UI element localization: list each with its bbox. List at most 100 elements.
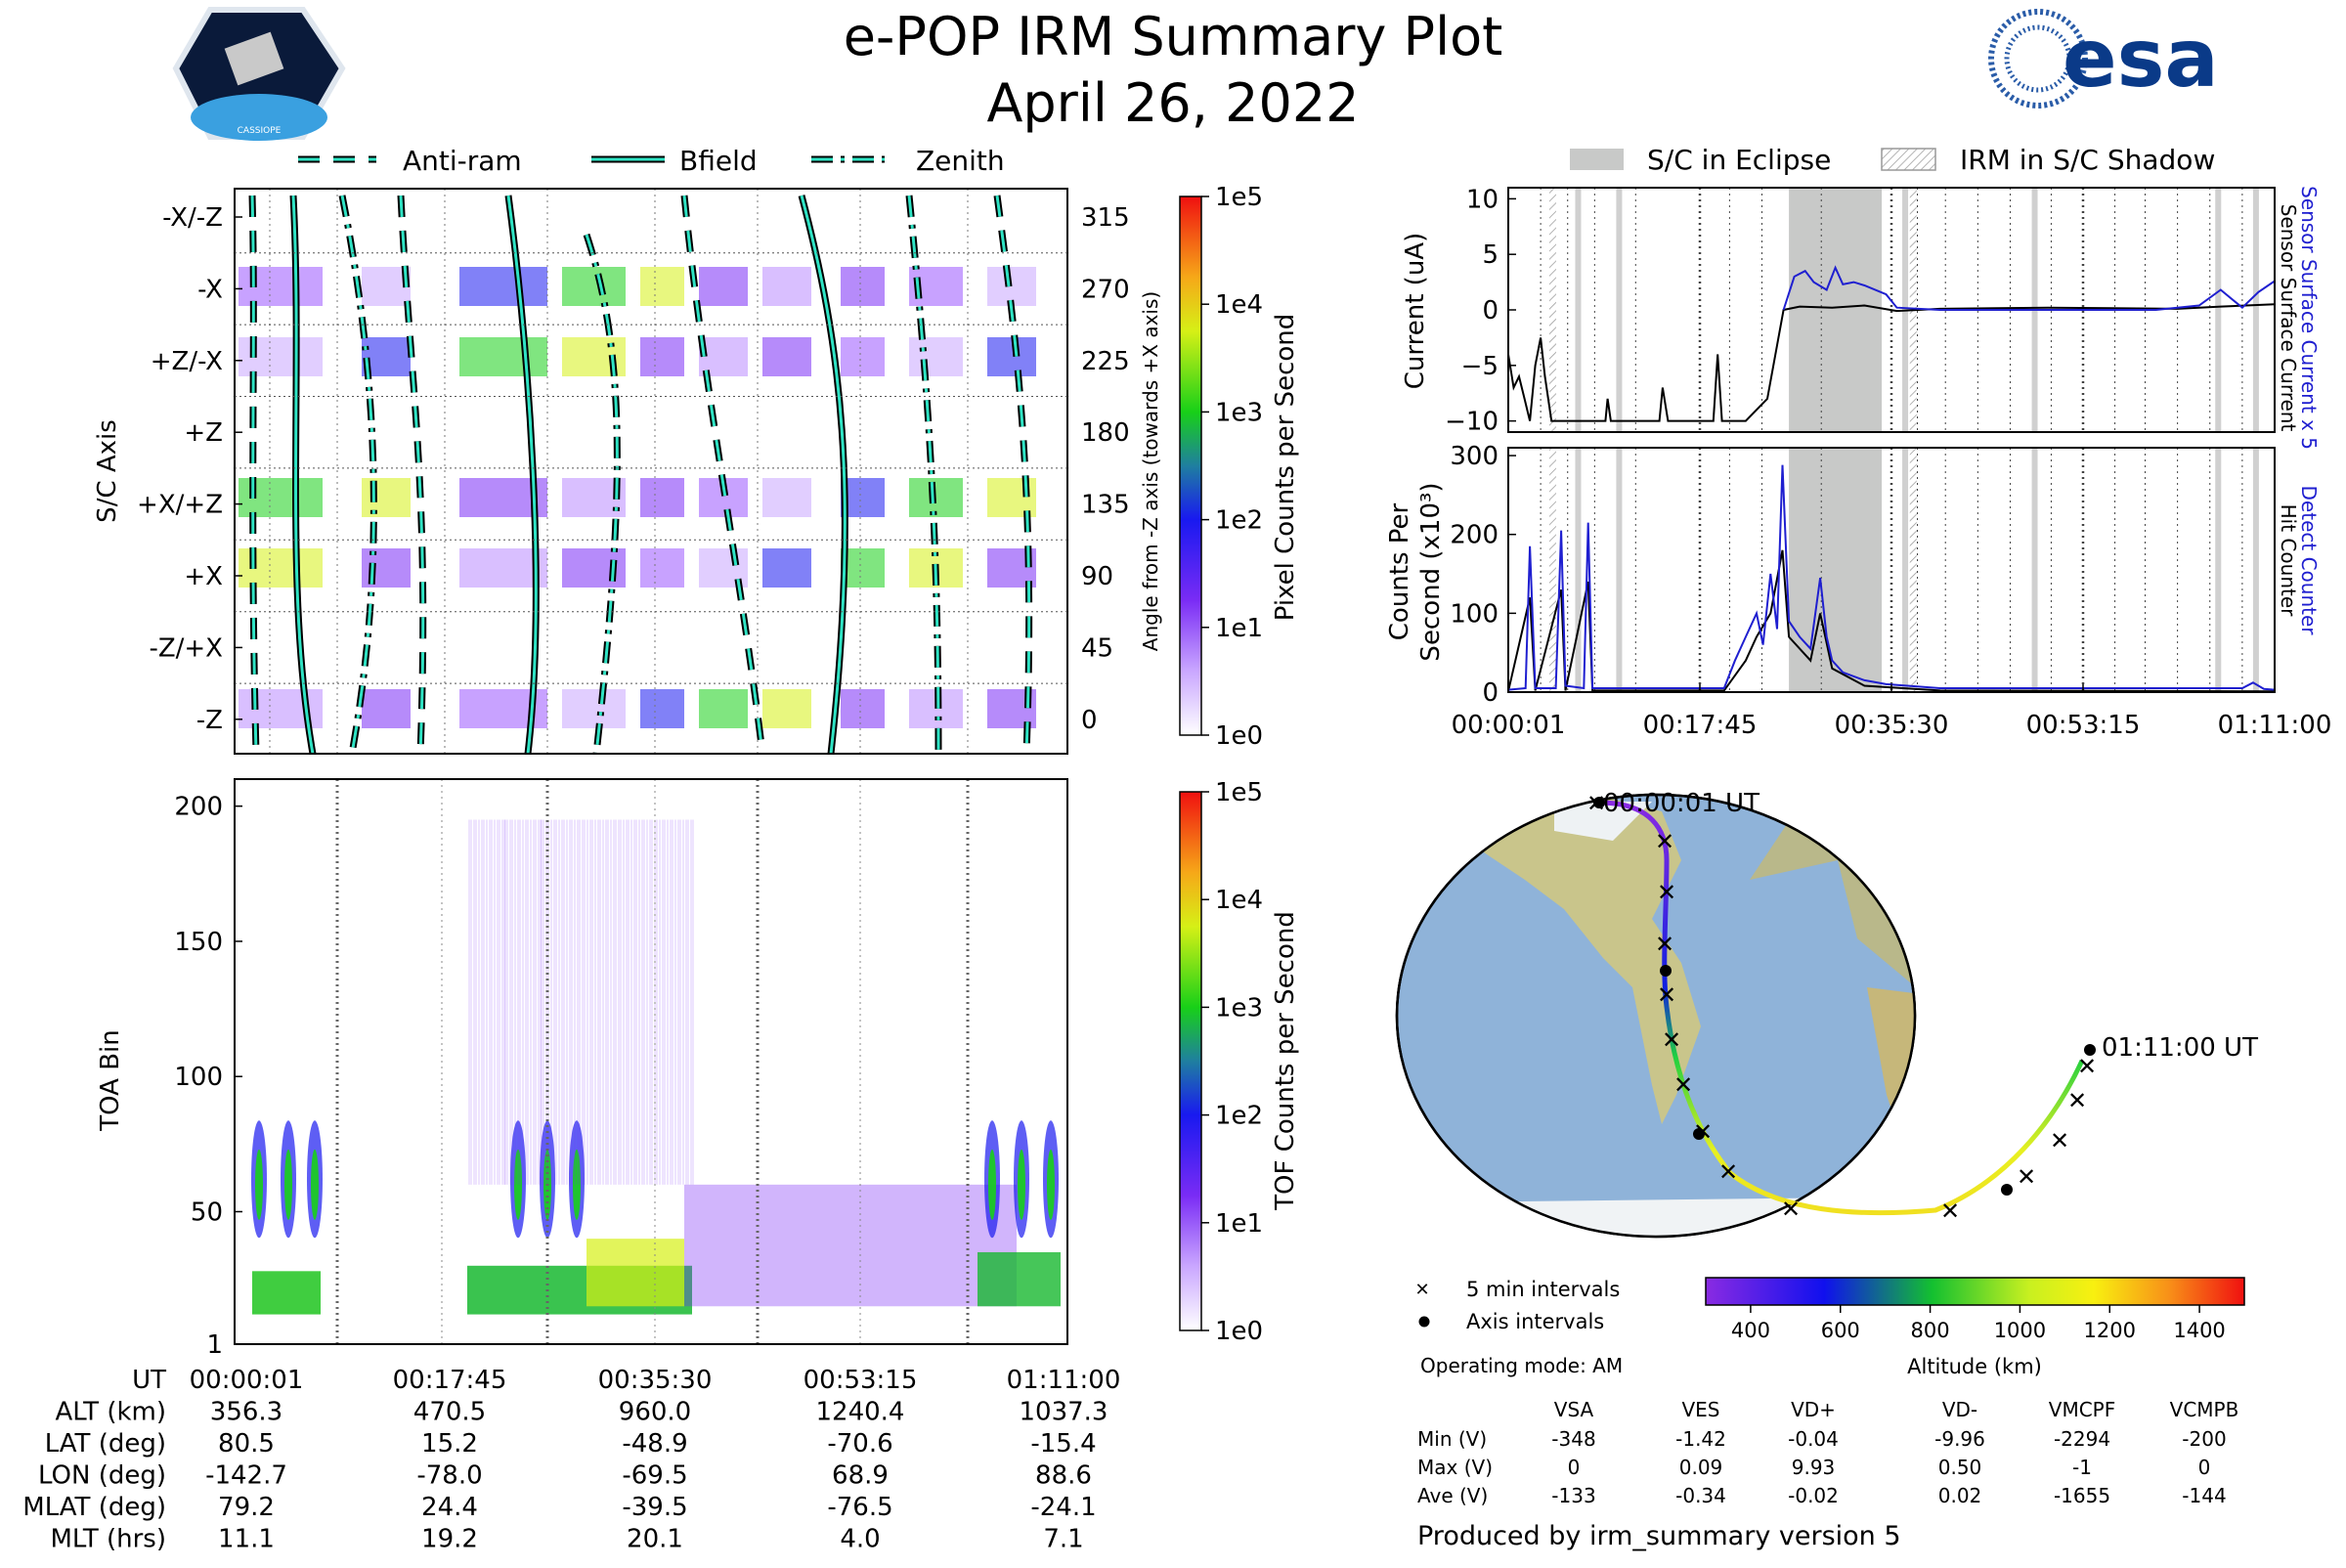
- orbit-start-label: 00:00:01 UT: [1603, 789, 1760, 818]
- ephemeris-cell: -48.9: [622, 1429, 687, 1459]
- counts-ytick-label: 100: [1450, 599, 1499, 629]
- ephemeris-cell: 11.1: [218, 1525, 275, 1554]
- angle-colorbar-label: Pixel Counts per Second: [1271, 314, 1300, 622]
- ephemeris-cell: 4.0: [840, 1525, 880, 1554]
- colorbar-tick-label: 1e4: [1215, 290, 1263, 320]
- orbit-5min-marker: ✕: [2077, 1053, 2097, 1080]
- toa-colorbar: 1e5 1e4 1e3 1e2 1e1 1e0 TOF Counts per Second: [1179, 778, 1300, 1346]
- orbit-5min-marker: ✕: [1657, 981, 1676, 1009]
- legend-5min: 5 min intervals: [1466, 1278, 1620, 1301]
- colorbar-tick-label: 1e3: [1215, 398, 1263, 427]
- toa-colorbar-ticks: 1e5 1e4 1e3 1e2 1e1 1e0: [1201, 778, 1263, 1346]
- voltage-header: VSA: [1554, 1398, 1594, 1421]
- ephemeris-cell: -24.1: [1030, 1493, 1096, 1522]
- voltage-cell: -0.02: [1788, 1484, 1839, 1507]
- counts-yticks: 300 200 100 0: [1450, 442, 1516, 708]
- ephemeris-cell: 7.1: [1043, 1525, 1083, 1554]
- orbit-axis-marker: [1660, 965, 1672, 977]
- angle-ytick-label: -X/-Z: [162, 203, 223, 233]
- dot-marker-icon: [1418, 1316, 1430, 1328]
- voltage-cell: 0: [2198, 1456, 2211, 1479]
- orbit-axis-marker: [1693, 1128, 1705, 1140]
- legend-axis: Axis intervals: [1466, 1310, 1604, 1333]
- x-marker-icon: ✕: [1414, 1280, 1429, 1300]
- ephemeris-cell: -15.4: [1030, 1429, 1096, 1459]
- voltage-row-label: Min (V): [1417, 1427, 1487, 1451]
- toa-heat-layer: [251, 819, 1061, 1315]
- angle-yticks: -X/-Z 315 -X 270 +Z/-X 225 +Z 180 +X/+Z 135 +X 90 -Z…: [137, 203, 1130, 735]
- ephemeris-cell: 00:53:15: [804, 1366, 918, 1395]
- eclipse-legend: S/C in Eclipse IRM in S/C Shadow: [1570, 144, 2215, 176]
- cassiope-label: CASSIOPE: [238, 126, 282, 136]
- angle-colorbar-ticks: 1e5 1e4 1e3 1e2 1e1 1e0: [1201, 183, 1263, 751]
- orbit-map: ✕✕✕✕✕✕✕✕✕✕✕✕✕✕✕ 00:00:01 UT 01:11:00 UT: [1395, 789, 2258, 1239]
- altitude-tick-label: 1400: [2173, 1319, 2225, 1342]
- ephemeris-cell: -39.5: [622, 1493, 687, 1522]
- current-right-label-blue: Sensor Surface Current x 5: [2297, 186, 2321, 450]
- ephemeris-cell: 1240.4: [816, 1398, 905, 1427]
- plot-date: April 26, 2022: [986, 72, 1359, 134]
- ephemeris-cell: 00:35:30: [598, 1366, 713, 1395]
- ephemeris-cell: 79.2: [218, 1493, 275, 1522]
- voltage-row-label: Ave (V): [1417, 1484, 1488, 1507]
- altitude-tick-label: 400: [1731, 1319, 1770, 1342]
- altitude-colorbar-ticks: 400 600 800 1000 1200 1400: [1731, 1305, 2226, 1342]
- angle-lines-layer: [248, 189, 1033, 755]
- voltage-cell: -1.42: [1675, 1427, 1726, 1451]
- ephemeris-cell: 19.2: [421, 1525, 478, 1554]
- voltage-header: VD-: [1942, 1398, 1977, 1421]
- orbit-track: [1595, 800, 2085, 1216]
- orbit-5min-marker: ✕: [1655, 931, 1674, 958]
- orbit-5min-marker: ✕: [1662, 1026, 1681, 1054]
- footer: Produced by irm_summary version 5: [1417, 1521, 1901, 1551]
- ephemeris-cell: 24.4: [421, 1493, 478, 1522]
- voltage-header: VMCPF: [2049, 1398, 2115, 1421]
- colorbar-tick-label: 1e0: [1215, 721, 1263, 751]
- legend-shadow: IRM in S/C Shadow: [1960, 144, 2215, 176]
- voltage-cell: -0.34: [1675, 1484, 1726, 1507]
- voltage-cell: -1: [2072, 1456, 2092, 1479]
- current-ytick-label: −5: [1461, 352, 1499, 381]
- altitude-tick-label: 1000: [1994, 1319, 2046, 1342]
- angle-ytick-right: 45: [1081, 633, 1113, 663]
- current-right-label-black: Sensor Surface Current: [2277, 204, 2300, 432]
- legend-bfield: Bfield: [679, 145, 758, 177]
- esa-logo: esa: [1988, 9, 2219, 109]
- toa-ytick-label: 150: [174, 928, 223, 957]
- orbit-5min-marker: ✕: [1673, 1071, 1693, 1099]
- ephemeris-cell: 00:17:45: [393, 1366, 507, 1395]
- hit-counter-series: [1507, 549, 2276, 693]
- ephemeris-cell: -78.0: [416, 1461, 482, 1491]
- orbit-5min-marker: ✕: [1718, 1158, 1738, 1186]
- legend-antiram: Anti-ram: [403, 145, 522, 177]
- current-black-series: [1507, 303, 2276, 422]
- ephemeris-cell: 01:11:00: [1007, 1366, 1121, 1395]
- voltage-row-label: Max (V): [1417, 1456, 1493, 1479]
- angle-ytick-label: -Z: [196, 706, 223, 735]
- orbit-5min-marker: ✕: [2017, 1163, 2036, 1191]
- voltage-cell: 0: [1568, 1456, 1581, 1479]
- orbit-5min-marker: ✕: [1781, 1196, 1801, 1223]
- counts-xticks: 00:00:01 00:17:45 00:35:30 00:53:15 01:11:00: [1452, 684, 2331, 740]
- counts-ytick-label: 0: [1482, 678, 1499, 708]
- angle-ytick-label: +Z: [184, 418, 223, 448]
- angle-ytick-right: 180: [1081, 418, 1130, 448]
- counts-ytick-label: 200: [1450, 521, 1499, 550]
- cassiope-logo: CASSIOPE: [172, 7, 346, 141]
- ephemeris-cell: -142.7: [205, 1461, 287, 1491]
- orbit-markers: ✕✕✕✕✕✕✕✕✕✕✕✕✕✕✕: [1586, 790, 2097, 1225]
- counts-xtick-label: 00:00:01: [1452, 711, 1566, 740]
- ephemeris-cell: -69.5: [622, 1461, 687, 1491]
- legend-eclipse: S/C in Eclipse: [1647, 144, 1831, 176]
- page-title: e-POP IRM Summary Plot: [844, 6, 1503, 67]
- counts-ytick-label: 300: [1450, 442, 1499, 471]
- ephemeris-header: LON (deg): [38, 1461, 166, 1491]
- operating-mode: Operating mode: AM: [1420, 1354, 1623, 1377]
- orbit-5min-marker: ✕: [2067, 1087, 2087, 1114]
- ephemeris-header: MLAT (deg): [22, 1493, 166, 1522]
- orbit-axis-marker: [2084, 1044, 2096, 1056]
- orbit-5min-marker: ✕: [1655, 828, 1674, 855]
- orbit-end-label: 01:11:00 UT: [2102, 1033, 2258, 1063]
- colorbar-tick-label: 1e1: [1215, 1209, 1263, 1239]
